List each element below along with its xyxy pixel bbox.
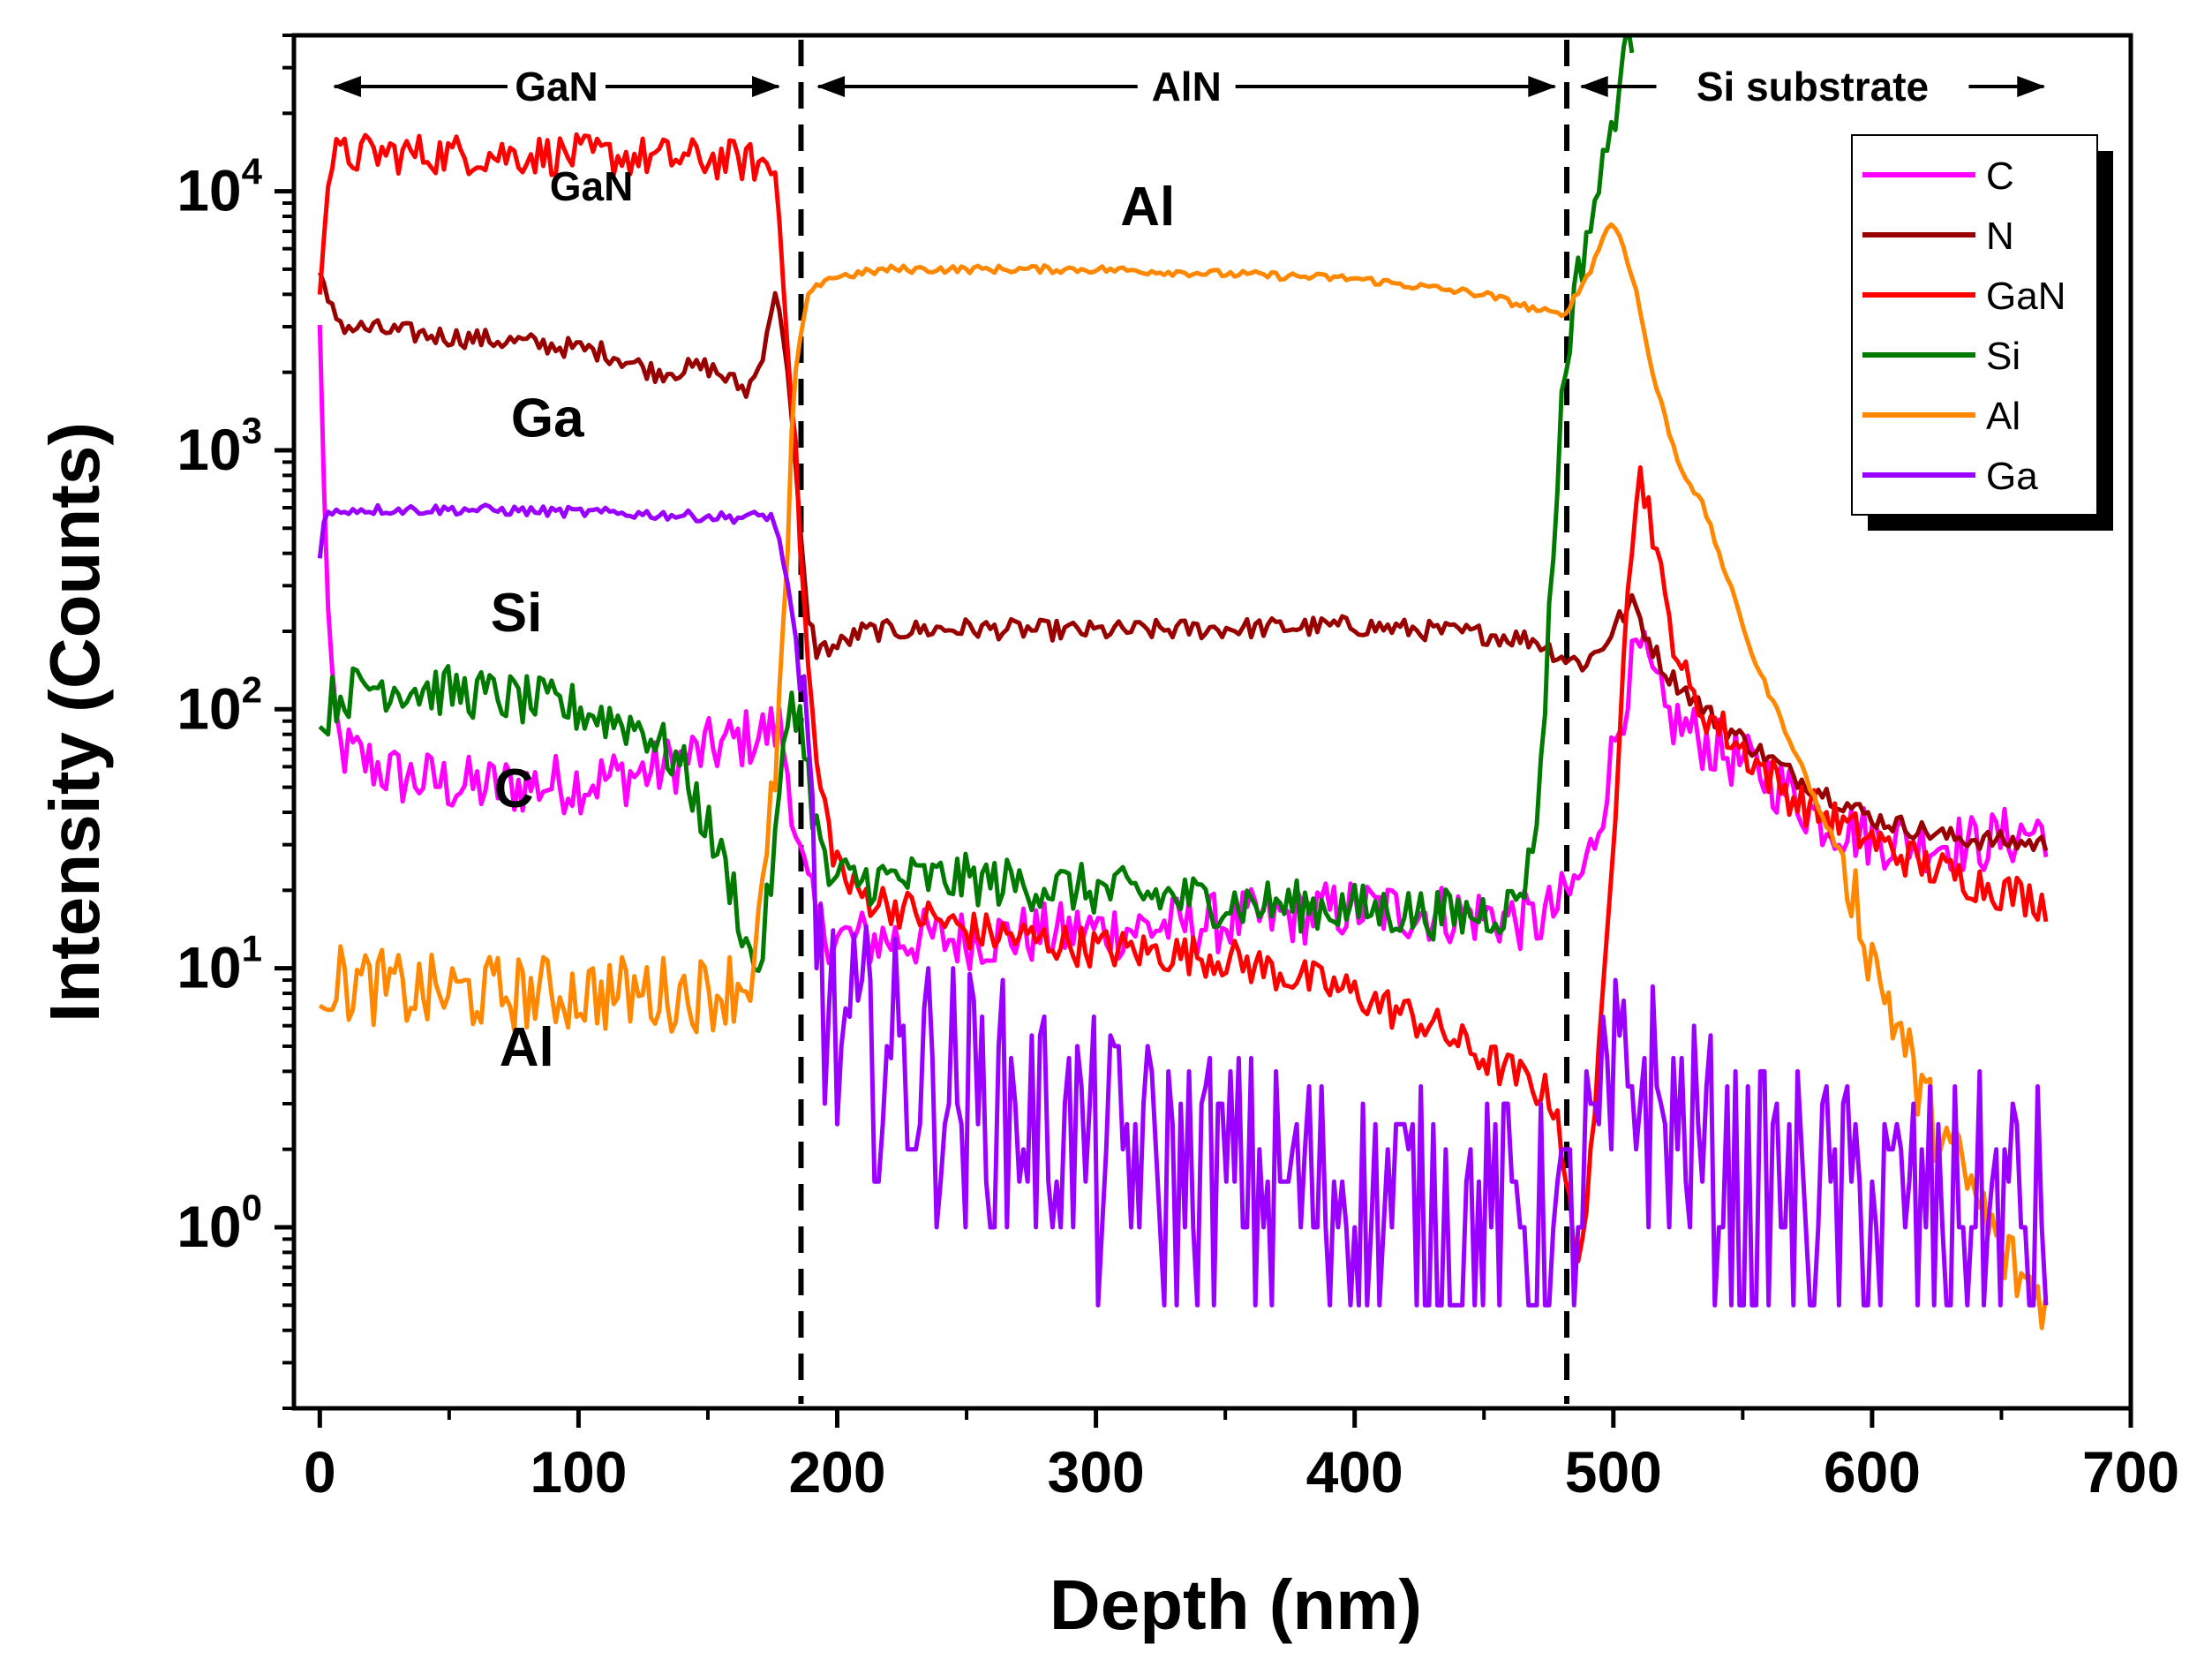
x-tick-label: 600 xyxy=(1824,1439,1921,1505)
region-arrow-left-head xyxy=(1579,76,1608,97)
series-line-ga xyxy=(317,502,2049,1308)
series-line-gan xyxy=(317,132,2049,1263)
x-tick-label: 300 xyxy=(1048,1439,1145,1505)
region-arrow-right-head xyxy=(2017,76,2046,97)
annotation-c: C xyxy=(494,758,534,819)
x-tick-label: 200 xyxy=(788,1439,885,1505)
region-label: AlN xyxy=(1152,64,1222,109)
x-tick-label: 700 xyxy=(2082,1439,2179,1505)
annotation-al: Al xyxy=(1120,177,1175,238)
y-tick-label: 104 xyxy=(177,151,262,223)
region-aln: AlN xyxy=(816,64,1557,109)
data-series xyxy=(317,35,2049,1331)
region-label: GaN xyxy=(515,64,598,109)
legend-box xyxy=(1851,134,2098,516)
y-axis: 100 101 102 103 104 xyxy=(177,34,294,1410)
y-axis-title: Intensity (Counts) xyxy=(35,422,114,1022)
x-tick-label: 400 xyxy=(1306,1439,1403,1505)
x-tick-label: 100 xyxy=(530,1439,627,1505)
annotation-si: Si xyxy=(491,583,543,644)
region-gan: GaN xyxy=(332,64,781,109)
element-annotations: GaN Al Ga Si C Al xyxy=(491,163,1175,1078)
layer-region-labels: GaN AlN Si substrate xyxy=(332,64,2046,109)
legend: CN GaN Si Al Ga xyxy=(1851,134,2113,531)
legend-label-al: Al xyxy=(1986,395,2020,438)
region-arrow-left-head xyxy=(332,76,361,97)
legend-label-ga: Ga xyxy=(1986,455,2038,498)
annotation-gan: GaN xyxy=(550,163,634,209)
y-tick-label: 103 xyxy=(177,410,262,482)
annotation-ga: Ga xyxy=(511,388,584,449)
region-si-substrate: Si substrate xyxy=(1579,64,2046,109)
region-arrow-right-head xyxy=(752,76,781,97)
series-line-si xyxy=(318,35,1635,973)
x-tick-label: 500 xyxy=(1565,1439,1662,1505)
legend-label-si: Si xyxy=(1986,335,2020,378)
region-label: Si substrate xyxy=(1697,64,1929,109)
y-tick-label: 100 xyxy=(177,1187,262,1259)
x-axis: 0 100 200 300 400 500 600 700 xyxy=(304,1408,2179,1505)
y-tick-label: 101 xyxy=(177,928,262,1000)
series-line-c xyxy=(317,324,2049,972)
legend-label-c: C xyxy=(1986,155,2014,198)
x-tick-label: 0 xyxy=(304,1439,336,1505)
y-tick-label: 102 xyxy=(177,668,262,741)
legend-label-gan: GaN xyxy=(1986,275,2065,318)
x-axis-title: Depth (nm) xyxy=(1050,1565,1422,1644)
region-arrow-left-head xyxy=(816,76,846,97)
legend-label-n: N xyxy=(1986,215,2014,258)
annotation-al: Al xyxy=(500,1017,554,1078)
series-line-n xyxy=(317,271,2049,853)
series-line-al xyxy=(318,222,2049,1331)
region-arrow-right-head xyxy=(1528,76,1557,97)
